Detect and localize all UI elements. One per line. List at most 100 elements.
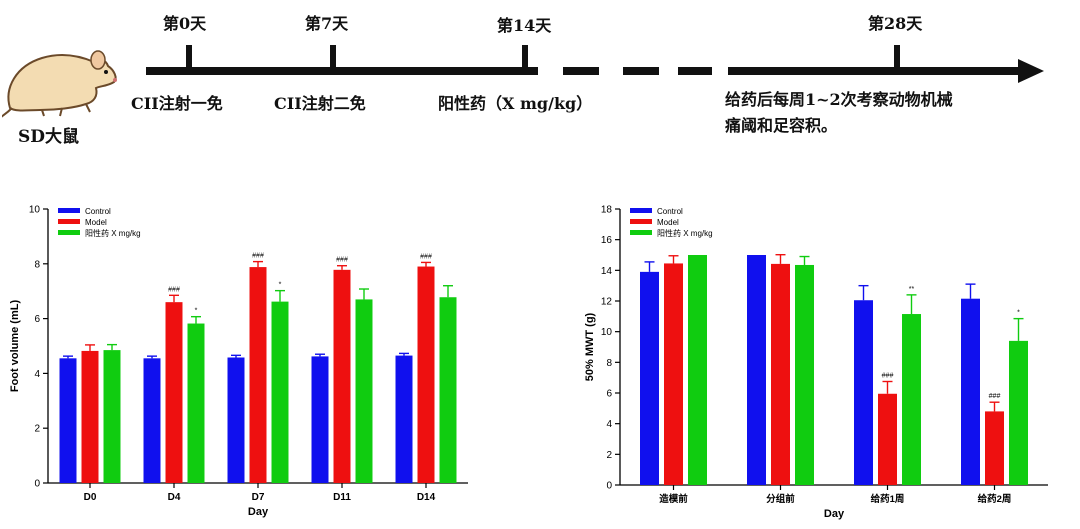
milestone-day0: 第0天 (163, 14, 207, 33)
timeline-dash (563, 67, 599, 75)
bar-control-3 (961, 298, 980, 485)
bar-阳性药-x-mg/kg-1 (187, 323, 205, 483)
y-axis-label: 50% MWT (g) (584, 312, 596, 381)
bar-model-2 (878, 393, 897, 485)
x-tick-label: D4 (168, 492, 181, 503)
y-tick-label: 4 (606, 419, 612, 430)
x-tick-label: 造模前 (659, 493, 688, 505)
subject-label: SD大鼠 (18, 127, 80, 147)
legend-swatch (58, 230, 80, 235)
bar-model-3 (985, 411, 1004, 485)
bar-control-2 (227, 357, 245, 483)
significance-mark: ### (420, 253, 432, 260)
significance-mark: ### (882, 373, 894, 380)
y-tick-label: 6 (606, 389, 612, 400)
timeline-dash (678, 67, 712, 75)
event-first-immunization: CII注射一免 (131, 94, 223, 113)
legend-label: Control (657, 207, 683, 216)
y-tick-label: 18 (601, 205, 613, 216)
significance-mark: ** (909, 286, 915, 293)
timeline-tick (186, 45, 192, 72)
y-tick-label: 6 (34, 314, 40, 325)
bar-model-0 (81, 350, 99, 483)
bar-control-3 (311, 356, 329, 483)
x-tick-label: 分组前 (766, 493, 795, 505)
significance-mark: ### (252, 253, 264, 260)
bar-阳性药-x-mg/kg-0 (688, 255, 707, 485)
y-tick-label: 4 (34, 369, 40, 380)
bar-control-0 (59, 358, 77, 483)
event-weekly-test-line1: 给药后每周1~2次考察动物机械 (725, 90, 953, 109)
timeline-line-end (728, 67, 1020, 75)
timeline-tick (330, 45, 336, 72)
significance-mark: ### (336, 257, 348, 264)
significance-mark: * (195, 308, 198, 315)
significance-mark: ### (989, 393, 1001, 400)
event-weekly-test-line2: 痛阈和足容积。 (725, 116, 838, 135)
bar-model-3 (333, 269, 351, 483)
mwt-chart: 0 2 4 6 8 10 12 14 16 18 造模前 分组前 给药1周 ### ** 给药2周 ### * Da… (584, 205, 1048, 520)
milestone-day28: 第28天 (868, 14, 923, 33)
x-axis-label: Day (824, 508, 845, 520)
significance-mark: ### (168, 286, 180, 293)
bar-control-1 (143, 358, 161, 483)
legend-label: Control (85, 207, 111, 216)
x-axis-label: Day (248, 506, 269, 518)
event-second-immunization: CII注射二免 (274, 94, 366, 113)
event-positive-drug: 阳性药（X mg/kg） (438, 94, 593, 113)
y-tick-label: 8 (34, 259, 40, 270)
bar-control-1 (747, 255, 766, 485)
significance-mark: * (1017, 310, 1020, 317)
bar-阳性药-x-mg/kg-4 (439, 297, 457, 483)
legend-swatch (58, 208, 80, 213)
bar-control-4 (395, 355, 413, 483)
bar-阳性药-x-mg/kg-3 (355, 299, 373, 483)
timeline-arrowhead (1018, 59, 1044, 83)
milestone-day7: 第7天 (305, 14, 349, 33)
y-axis-label: Foot volume (mL) (9, 300, 21, 393)
legend-label: 阳性药 X mg/kg (85, 228, 141, 238)
legend-swatch (630, 230, 652, 235)
y-tick-label: 10 (601, 327, 613, 338)
milestone-day14: 第14天 (497, 16, 552, 35)
bar-阳性药-x-mg/kg-3 (1009, 340, 1028, 485)
foot-volume-chart: 0 2 4 6 8 10 D0 D4 ### * D7 ### * D11 ### D14 ### Day Foot… (9, 205, 468, 518)
legend-swatch (630, 208, 652, 213)
x-tick-label: 给药1周 (871, 493, 905, 505)
y-tick-label: 0 (34, 479, 40, 490)
bar-阳性药-x-mg/kg-2 (902, 314, 921, 485)
bar-model-0 (664, 263, 683, 485)
x-tick-label: D14 (417, 492, 436, 503)
timeline-line (146, 67, 538, 75)
legend-swatch (58, 219, 80, 224)
bar-阳性药-x-mg/kg-0 (103, 350, 121, 483)
significance-mark: * (279, 282, 282, 289)
bar-control-2 (854, 300, 873, 485)
bar-model-1 (771, 263, 790, 485)
y-tick-label: 10 (29, 205, 41, 216)
x-tick-label: 给药2周 (978, 493, 1012, 505)
y-tick-label: 2 (34, 424, 40, 435)
x-tick-label: D11 (333, 492, 351, 503)
legend-swatch (630, 219, 652, 224)
bar-model-1 (165, 302, 183, 483)
y-tick-label: 16 (601, 235, 613, 246)
y-tick-label: 8 (606, 358, 612, 369)
y-tick-label: 14 (601, 266, 613, 277)
timeline-dash (623, 67, 659, 75)
y-tick-label: 2 (606, 450, 612, 461)
bar-model-4 (417, 266, 435, 483)
bar-model-2 (249, 267, 267, 483)
x-tick-label: D0 (84, 492, 97, 503)
y-tick-label: 12 (601, 297, 613, 308)
legend-label: Model (657, 218, 679, 227)
legend-label: Model (85, 218, 107, 227)
bar-阳性药-x-mg/kg-1 (795, 264, 814, 485)
x-tick-label: D7 (252, 492, 265, 503)
bar-control-0 (640, 271, 659, 485)
bar-阳性药-x-mg/kg-2 (271, 301, 289, 483)
legend-label: 阳性药 X mg/kg (657, 228, 713, 238)
y-tick-label: 0 (606, 481, 612, 492)
rat-icon (2, 50, 117, 118)
timeline-tick (522, 45, 528, 72)
